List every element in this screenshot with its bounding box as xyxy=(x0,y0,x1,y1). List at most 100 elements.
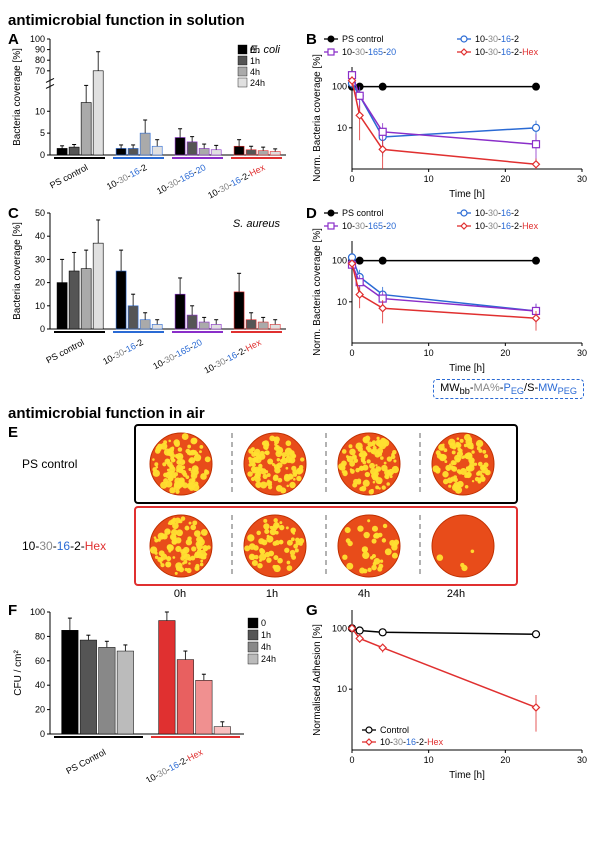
panel-B: B 0 10 20 30 10 100 Norm. Bacteria coverage [%… xyxy=(306,31,592,201)
section-title-solution: antimicrobial function in solution xyxy=(8,12,592,29)
svg-text:10: 10 xyxy=(424,755,434,765)
svg-text:10: 10 xyxy=(337,297,347,307)
panel-D: D 0 10 20 30 10 100 Norm. Bacteria coverage [%… xyxy=(306,205,592,375)
panel-E: E PS control10-30-16-2-Hex0h1h4h24h xyxy=(8,424,592,600)
svg-text:Norm. Bacteria coverage [%]: Norm. Bacteria coverage [%] xyxy=(312,54,323,182)
svg-text:0: 0 xyxy=(261,618,266,628)
svg-text:10-30-16-2-Hex: 10-30-16-2-Hex xyxy=(202,337,263,375)
panel-label-A: A xyxy=(8,31,19,48)
svg-text:100: 100 xyxy=(332,256,347,266)
svg-text:PS control: PS control xyxy=(342,208,384,218)
svg-text:10-30-16-2: 10-30-16-2 xyxy=(475,34,519,44)
svg-text:Normalised Adhesion [%]: Normalised Adhesion [%] xyxy=(312,624,323,736)
panel-G: G 0 10 20 30 10 100 Normalised Adhesion [%] Tim… xyxy=(306,602,592,782)
svg-text:0h: 0h xyxy=(250,45,260,55)
panel-label-B: B xyxy=(306,31,317,48)
svg-text:10: 10 xyxy=(35,301,45,311)
svg-text:Control: Control xyxy=(380,725,409,735)
svg-text:20: 20 xyxy=(500,174,510,184)
svg-text:CFU / cm²: CFU / cm² xyxy=(13,650,24,696)
svg-text:1h: 1h xyxy=(250,56,260,66)
svg-text:Time [h]: Time [h] xyxy=(449,363,485,374)
svg-text:20: 20 xyxy=(35,705,45,715)
svg-text:40: 40 xyxy=(35,680,45,690)
svg-text:Bacteria coverage [%]: Bacteria coverage [%] xyxy=(12,222,23,320)
formula-container: MWbb-MA%-PEG/S-MWPEG xyxy=(8,379,584,399)
svg-text:20: 20 xyxy=(500,755,510,765)
panel-A: A 0 5 10 708090100 Bacteria coverage [%] PS c… xyxy=(8,31,300,201)
panel-label-E: E xyxy=(8,424,18,441)
svg-text:100: 100 xyxy=(30,34,45,44)
svg-text:0: 0 xyxy=(40,150,45,160)
svg-text:0: 0 xyxy=(349,348,354,358)
svg-text:1h: 1h xyxy=(261,630,271,640)
svg-text:0: 0 xyxy=(349,755,354,765)
panel-C: C 0 10 20 30 40 50 Bacteria coverage [%] PS con… xyxy=(8,205,300,375)
chart-D: 0 10 20 30 10 100 Norm. Bacteria coverage [%] T… xyxy=(306,205,592,375)
chart-G: 0 10 20 30 10 100 Normalised Adhesion [%] Time … xyxy=(306,602,592,782)
svg-text:10-30-16-2-Hex: 10-30-16-2-Hex xyxy=(475,221,539,231)
svg-text:60: 60 xyxy=(35,656,45,666)
chart-F: 0 20 40 60 80 100 CFU / cm² PS Control 10-30-16-… xyxy=(8,602,300,782)
svg-text:10: 10 xyxy=(337,684,347,694)
svg-text:Bacteria coverage [%]: Bacteria coverage [%] xyxy=(12,48,23,146)
svg-text:PS control: PS control xyxy=(342,34,384,44)
panel-F: F 0 20 40 60 80 100 CFU / cm² PS Control 10-30-1… xyxy=(8,602,300,782)
svg-text:100: 100 xyxy=(332,624,347,634)
svg-text:40: 40 xyxy=(35,231,45,241)
section-title-air: antimicrobial function in air xyxy=(8,405,592,422)
svg-text:30: 30 xyxy=(577,755,587,765)
row-ab: A 0510708090100Bacteria coverage [%]PS c… xyxy=(8,31,592,201)
svg-text:PS control: PS control xyxy=(44,337,85,365)
row-fg: F 020406080100CFU / cm²PS Control10-30-1… xyxy=(8,602,592,782)
svg-text:80: 80 xyxy=(35,55,45,65)
svg-text:10-30-16-2-Hex: 10-30-16-2-Hex xyxy=(206,162,267,201)
panel-label-C: C xyxy=(8,205,19,222)
svg-text:PS control: PS control xyxy=(48,162,89,190)
svg-text:30: 30 xyxy=(577,174,587,184)
svg-text:10-30-165-20: 10-30-165-20 xyxy=(342,47,396,57)
formula-box: MWbb-MA%-PEG/S-MWPEG xyxy=(433,379,584,399)
chart-A: 0 5 10 708090100 Bacteria coverage [%] PS con… xyxy=(8,31,300,201)
svg-text:0: 0 xyxy=(40,729,45,739)
svg-text:100: 100 xyxy=(332,82,347,92)
svg-text:PS Control: PS Control xyxy=(64,747,107,776)
svg-text:80: 80 xyxy=(35,632,45,642)
svg-text:0: 0 xyxy=(349,174,354,184)
svg-text:24h: 24h xyxy=(250,78,265,88)
svg-text:10-30-16-2: 10-30-16-2 xyxy=(105,162,149,192)
svg-text:5: 5 xyxy=(40,128,45,138)
row-cd: C 0 10 20 30 40 50 Bacteria coverage [%] PS con… xyxy=(8,205,592,375)
svg-text:10: 10 xyxy=(337,123,347,133)
svg-text:20: 20 xyxy=(500,348,510,358)
svg-text:30: 30 xyxy=(35,254,45,264)
svg-text:100: 100 xyxy=(30,607,45,617)
svg-text:50: 50 xyxy=(35,208,45,218)
svg-text:4h: 4h xyxy=(250,67,260,77)
svg-text:20: 20 xyxy=(35,278,45,288)
petri-grid: PS control10-30-16-2-Hex0h1h4h24h xyxy=(22,424,592,600)
svg-text:10-30-16-2: 10-30-16-2 xyxy=(475,208,519,218)
svg-text:S. aureus: S. aureus xyxy=(233,218,281,230)
svg-text:10-30-16-2-Hex: 10-30-16-2-Hex xyxy=(475,47,539,57)
svg-text:10-30-165-20: 10-30-165-20 xyxy=(155,162,207,196)
svg-text:30: 30 xyxy=(577,348,587,358)
svg-text:Norm. Bacteria coverage [%]: Norm. Bacteria coverage [%] xyxy=(312,228,323,356)
svg-text:Time [h]: Time [h] xyxy=(449,189,485,200)
svg-text:4h: 4h xyxy=(261,642,271,652)
svg-text:0: 0 xyxy=(40,324,45,334)
svg-text:10: 10 xyxy=(424,348,434,358)
svg-text:10-30-16-2-Hex: 10-30-16-2-Hex xyxy=(144,747,205,782)
svg-text:24h: 24h xyxy=(261,654,276,664)
panel-label-F: F xyxy=(8,602,17,619)
svg-text:Time [h]: Time [h] xyxy=(449,770,485,781)
panel-label-D: D xyxy=(306,205,317,222)
panel-label-G: G xyxy=(306,602,318,619)
svg-text:10: 10 xyxy=(35,106,45,116)
svg-text:10-30-16-2-Hex: 10-30-16-2-Hex xyxy=(380,737,444,747)
svg-text:10-30-16-2: 10-30-16-2 xyxy=(101,337,145,367)
chart-B: 0 10 20 30 10 100 Norm. Bacteria coverage [%] T… xyxy=(306,31,592,201)
svg-text:10: 10 xyxy=(424,174,434,184)
svg-text:70: 70 xyxy=(35,66,45,76)
svg-text:90: 90 xyxy=(35,45,45,55)
